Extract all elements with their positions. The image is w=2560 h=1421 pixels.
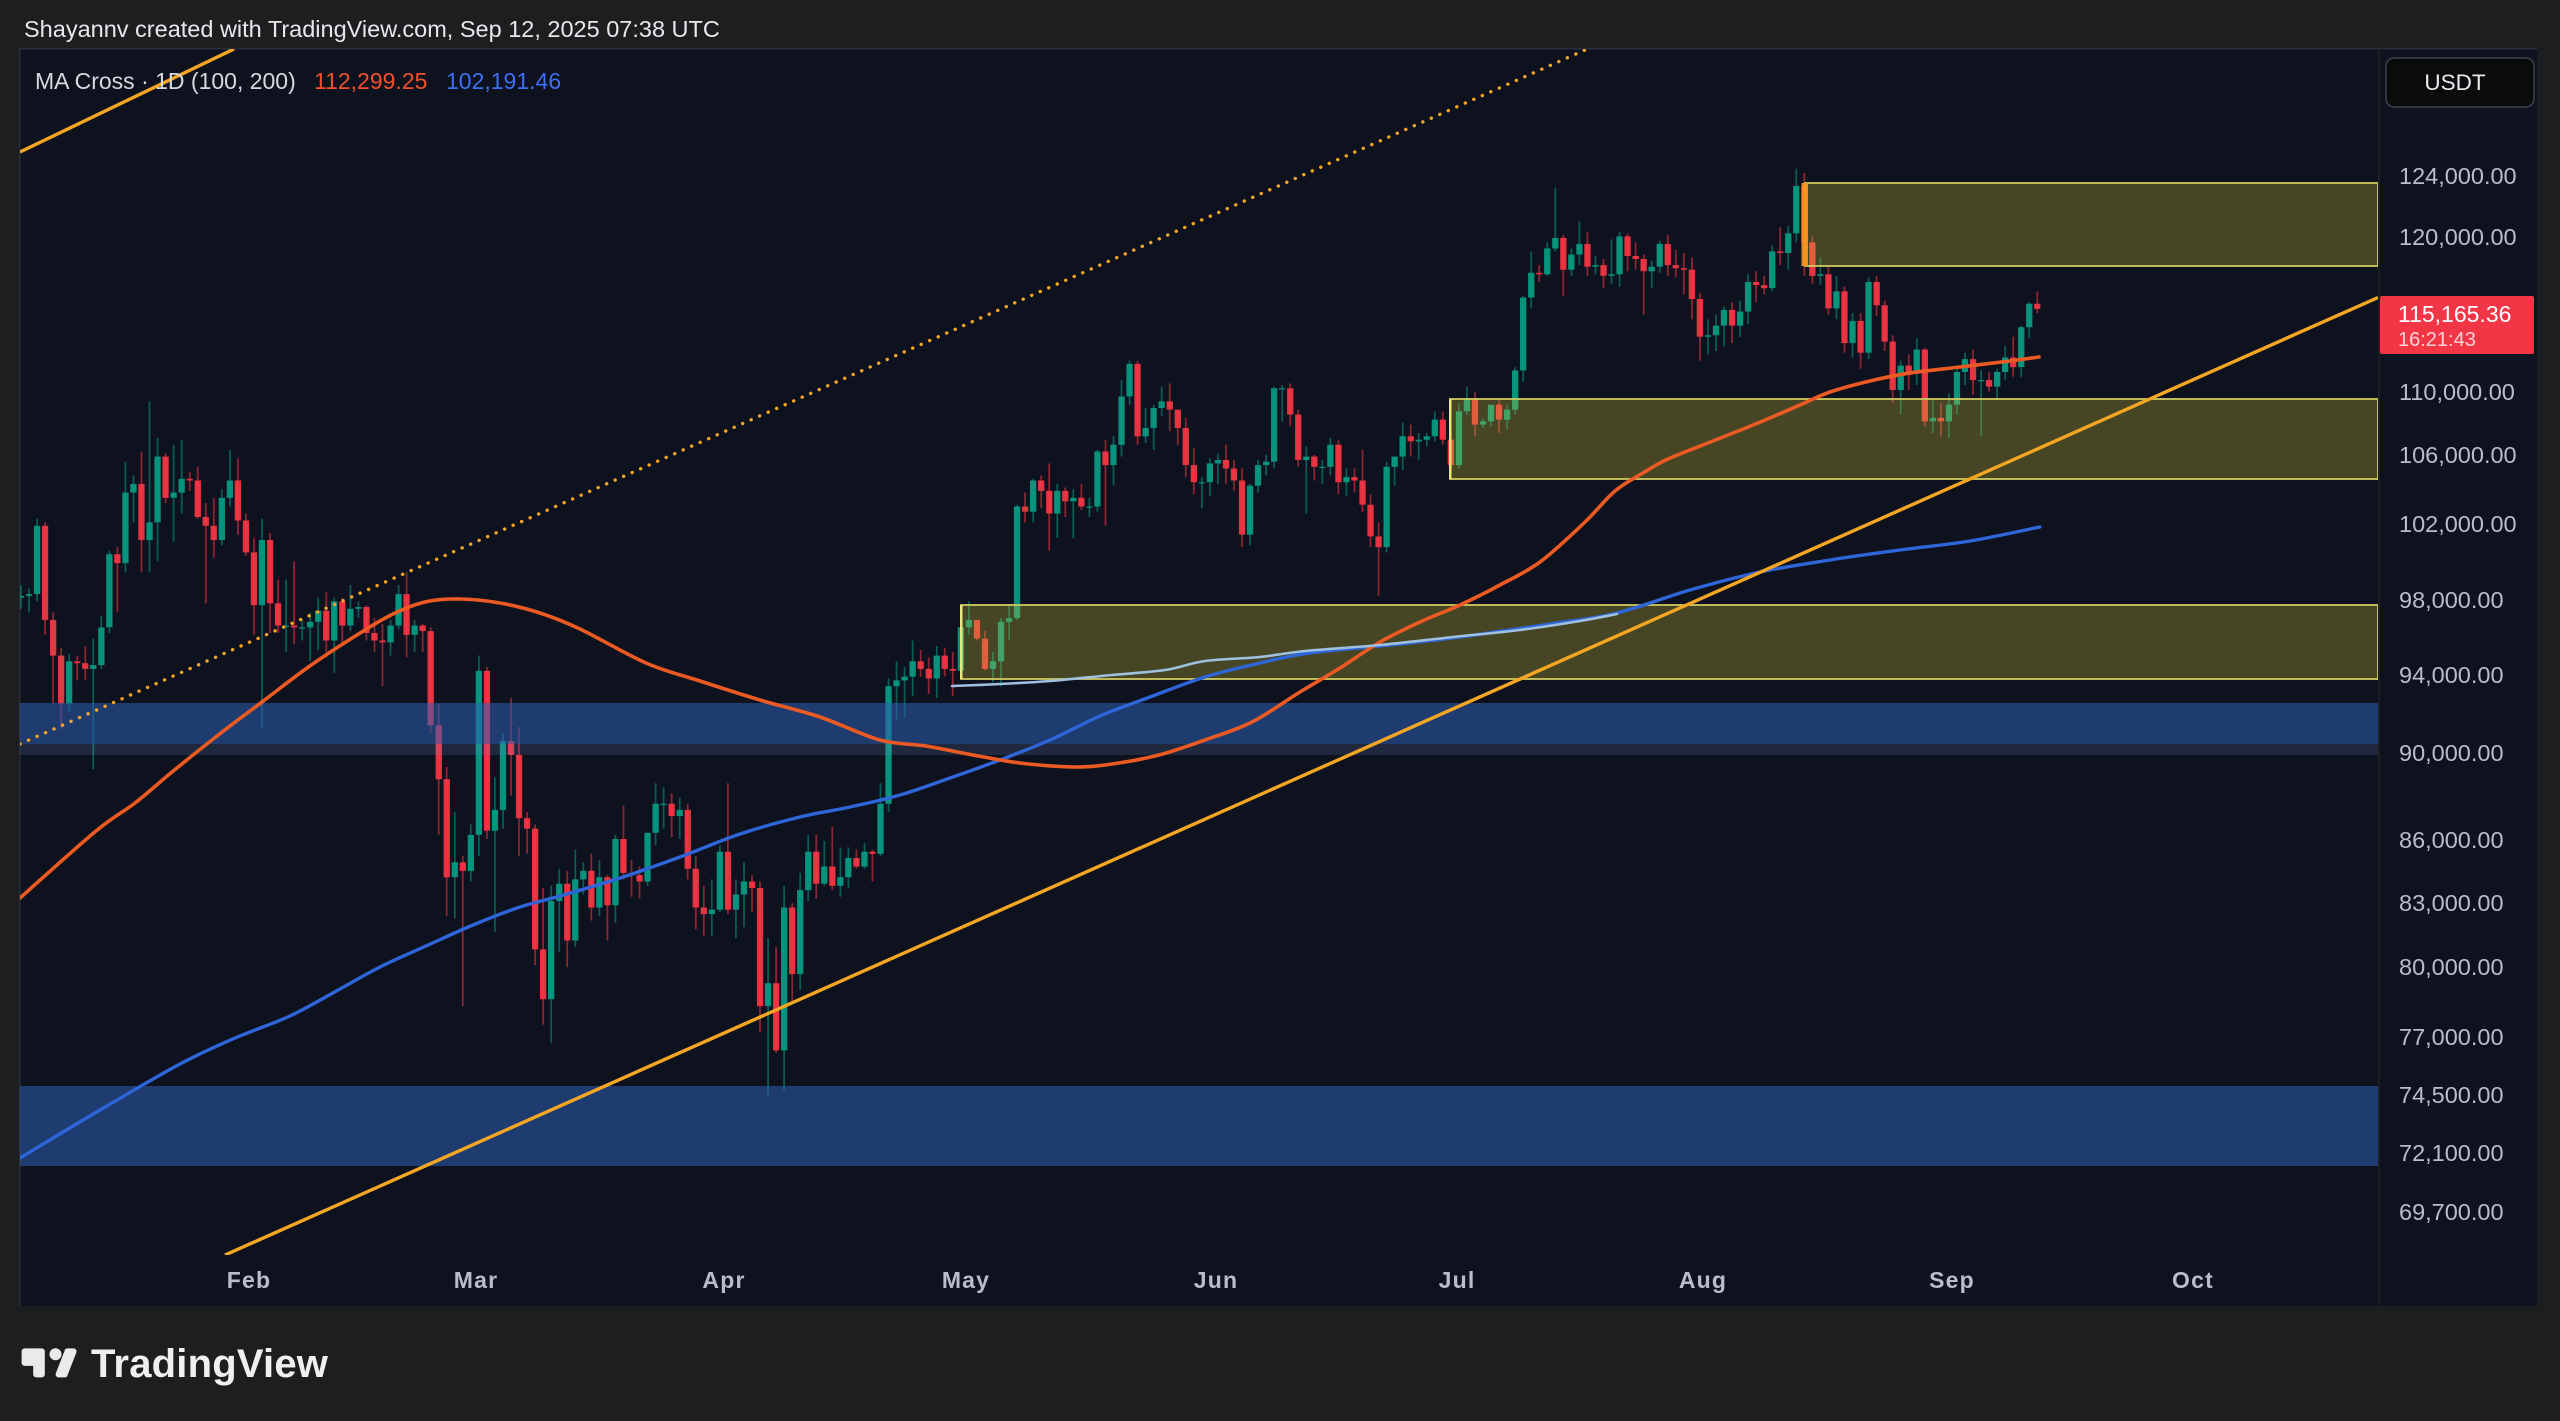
svg-text:102,191.46: 102,191.46	[446, 68, 561, 94]
svg-text:USDT: USDT	[2424, 70, 2486, 95]
svg-text:98,000.00: 98,000.00	[2399, 587, 2504, 613]
svg-text:Jul: Jul	[1439, 1267, 1476, 1293]
svg-text:TradingView: TradingView	[91, 1342, 329, 1386]
svg-text:102,000.00: 102,000.00	[2399, 511, 2517, 537]
svg-text:16:21:43: 16:21:43	[2398, 329, 2476, 351]
svg-text:69,700.00: 69,700.00	[2399, 1199, 2504, 1225]
svg-text:90,000.00: 90,000.00	[2399, 740, 2504, 766]
svg-text:80,000.00: 80,000.00	[2399, 954, 2504, 980]
svg-text:115,165.36: 115,165.36	[2398, 301, 2511, 327]
svg-text:120,000.00: 120,000.00	[2399, 224, 2517, 250]
svg-text:77,000.00: 77,000.00	[2399, 1024, 2504, 1050]
svg-text:83,000.00: 83,000.00	[2399, 890, 2504, 916]
svg-text:Shayannv created with TradingV: Shayannv created with TradingView.com, S…	[24, 16, 720, 42]
svg-text:Apr: Apr	[702, 1267, 745, 1293]
svg-text:Aug: Aug	[1679, 1267, 1727, 1293]
svg-text:74,500.00: 74,500.00	[2399, 1082, 2504, 1108]
svg-text:Oct: Oct	[2172, 1267, 2214, 1293]
svg-text:Feb: Feb	[227, 1267, 272, 1293]
svg-text:MA Cross · 1D (100, 200): MA Cross · 1D (100, 200)	[35, 68, 296, 94]
svg-text:Jun: Jun	[1194, 1267, 1239, 1293]
svg-text:106,000.00: 106,000.00	[2399, 442, 2517, 468]
svg-text:86,000.00: 86,000.00	[2399, 827, 2504, 853]
svg-text:May: May	[942, 1267, 990, 1293]
svg-text:124,000.00: 124,000.00	[2399, 163, 2517, 189]
svg-text:Mar: Mar	[454, 1267, 499, 1293]
svg-text:72,100.00: 72,100.00	[2399, 1140, 2504, 1166]
svg-text:110,000.00: 110,000.00	[2399, 379, 2515, 405]
svg-text:94,000.00: 94,000.00	[2399, 662, 2504, 688]
svg-text:112,299.25: 112,299.25	[314, 68, 427, 94]
svg-text:Sep: Sep	[1929, 1267, 1975, 1293]
